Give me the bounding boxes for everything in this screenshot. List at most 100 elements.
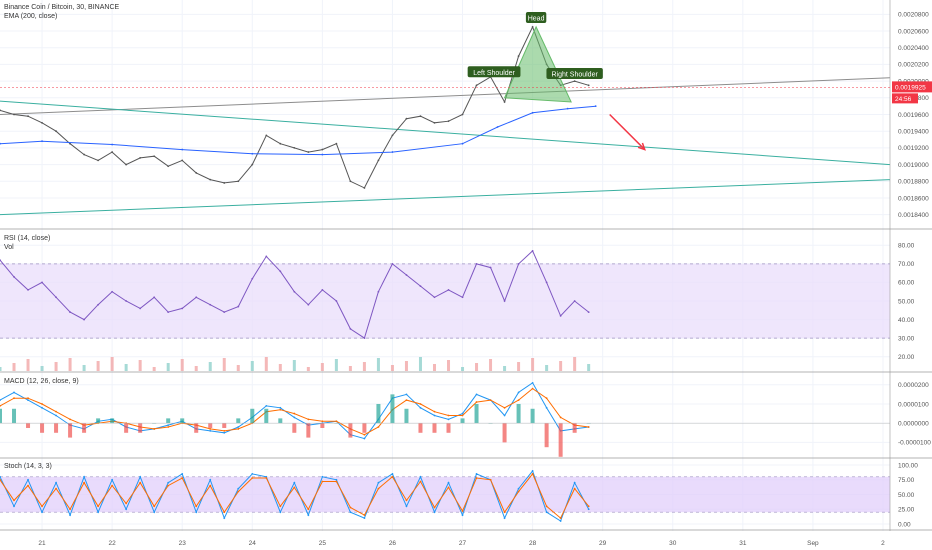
data-point (237, 305, 240, 308)
y-tick-label: 100.00 (898, 462, 918, 469)
data-point (139, 475, 142, 478)
data-point (545, 281, 548, 284)
data-point (195, 511, 198, 514)
data-point (97, 505, 100, 508)
trendline[interactable] (0, 100, 891, 166)
pattern-label-text: Head (528, 16, 545, 23)
head-shoulders-pattern[interactable] (503, 25, 572, 103)
down-arrow[interactable] (609, 113, 646, 151)
last-price-text: 0.0019925 (895, 85, 926, 92)
data-point (55, 296, 57, 299)
data-point (181, 307, 184, 310)
annotations[interactable]: Left Shoulder Head Right Shoulder (467, 12, 646, 151)
data-point (13, 499, 15, 502)
arrow-head (637, 142, 646, 151)
volume-bar (376, 358, 380, 371)
data-point (167, 165, 170, 168)
data-point (405, 499, 408, 502)
data-point (559, 517, 562, 519)
data-point (559, 416, 562, 419)
macd-bar (432, 423, 437, 433)
series-lines (0, 25, 597, 522)
trendlines[interactable] (0, 77, 891, 216)
trendline[interactable] (0, 77, 891, 115)
data-point (321, 480, 324, 483)
macd-bar (40, 423, 45, 433)
pattern-label[interactable]: Left Shoulder (467, 66, 521, 78)
macd-bar (264, 408, 269, 424)
data-point (503, 517, 506, 519)
volume-bar (390, 365, 394, 371)
data-point (461, 514, 464, 517)
x-tick-label: 31 (739, 540, 747, 547)
data-point (349, 506, 352, 509)
data-point (251, 277, 254, 280)
data-point (461, 142, 464, 145)
volume-bar (404, 361, 408, 371)
data-point (517, 399, 520, 402)
y-tick-label: 40.00 (898, 317, 915, 324)
data-point (13, 397, 15, 400)
data-point (335, 300, 338, 302)
y-tick-label: -0.0000100 (898, 440, 931, 447)
data-point (531, 470, 534, 472)
data-point (321, 475, 324, 478)
data-point (167, 424, 170, 427)
pattern-label[interactable]: Right Shoulder (546, 67, 603, 79)
data-point (419, 480, 422, 483)
chart-title: Binance Coin / Bitcoin, 30, BINANCE (4, 4, 120, 11)
volume-bar (559, 361, 563, 371)
data-point (503, 101, 506, 103)
volume-bar (334, 359, 338, 371)
data-point (69, 311, 71, 314)
data-point (489, 399, 492, 402)
pattern-label[interactable]: Head (525, 12, 547, 24)
volume-bar (68, 358, 72, 371)
data-point (69, 142, 71, 145)
data-point (475, 401, 478, 403)
volume-bar (236, 365, 240, 371)
data-point (321, 288, 324, 291)
data-point (489, 266, 492, 269)
macd-bar (446, 423, 451, 433)
stoch-legend: Stoch (14, 3, 3) (4, 462, 52, 471)
data-point (111, 478, 114, 481)
stoch-title: Stoch (14, 3, 3) (4, 463, 52, 470)
data-point (517, 391, 520, 394)
data-point (293, 146, 296, 149)
data-point (237, 490, 240, 493)
price-legend: Binance Coin / Bitcoin, 30, BINANCE EMA … (4, 3, 119, 21)
macd-bar (474, 403, 479, 424)
data-point (251, 152, 254, 155)
volume-bar (96, 361, 100, 371)
data-point (279, 270, 282, 273)
data-point (125, 508, 128, 511)
data-point (447, 486, 450, 489)
data-point (433, 410, 436, 413)
trendline[interactable] (0, 179, 891, 216)
pattern-label-bg (525, 12, 547, 24)
macd-bar (292, 423, 297, 433)
data-point (419, 285, 422, 288)
volume-bar (166, 363, 170, 371)
data-point (447, 414, 450, 417)
data-point (307, 508, 310, 511)
macd-bar (54, 423, 59, 433)
data-point (279, 406, 282, 409)
data-point (153, 428, 156, 430)
data-point (517, 55, 520, 57)
series-line (0, 105, 596, 156)
macd-bar (96, 418, 101, 424)
data-point (265, 477, 268, 479)
data-point (503, 511, 506, 514)
macd-bar (306, 423, 311, 438)
y-tick-label: 75.00 (898, 477, 915, 484)
macd-bar (544, 423, 549, 448)
data-point (27, 397, 29, 400)
data-point (433, 414, 436, 417)
x-tick-label: 25 (319, 540, 327, 547)
data-point (153, 155, 156, 158)
data-point (209, 303, 212, 306)
data-point (97, 159, 100, 162)
